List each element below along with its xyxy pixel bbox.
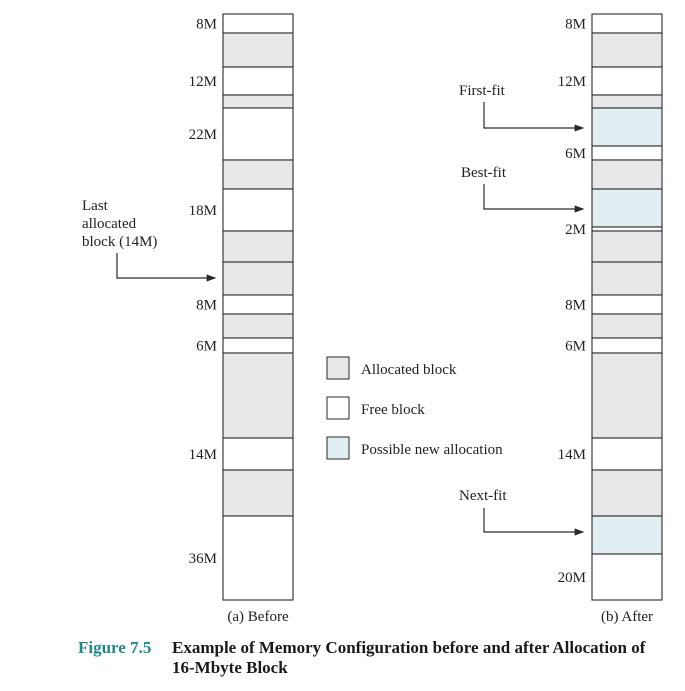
after-block-free bbox=[591, 13, 663, 34]
before-block-free bbox=[222, 188, 294, 232]
next-fit-label: Next-fit bbox=[459, 488, 507, 504]
after-block-allocated bbox=[591, 230, 663, 263]
after-block-size-label: 8M bbox=[565, 298, 586, 314]
before-block-allocated bbox=[222, 469, 294, 517]
after-block-free bbox=[591, 337, 663, 354]
after-block-possible bbox=[591, 188, 663, 228]
after-block-allocated bbox=[591, 159, 663, 190]
last-allocated-label-line1: Last bbox=[82, 198, 109, 214]
legend-label-possible: Possible new allocation bbox=[361, 442, 503, 458]
next-fit-annotation: Next-fit bbox=[459, 488, 585, 536]
before-block-free bbox=[222, 13, 294, 34]
before-block-allocated bbox=[222, 313, 294, 339]
before-column-label: (a) Before bbox=[227, 609, 289, 625]
legend-swatch-free bbox=[326, 396, 350, 420]
before-block-allocated bbox=[222, 159, 294, 190]
after-block-free bbox=[591, 437, 663, 471]
after-block-free bbox=[591, 553, 663, 601]
after-block-size-label: 14M bbox=[558, 447, 586, 463]
after-block-allocated bbox=[591, 352, 663, 439]
legend-label-free: Free block bbox=[361, 402, 425, 418]
best-fit-annotation: Best-fit bbox=[461, 165, 585, 213]
before-block-allocated bbox=[222, 94, 294, 109]
before-block-size-label: 36M bbox=[189, 551, 217, 567]
first-fit-arrow bbox=[483, 102, 585, 132]
after-block-size-label: 12M bbox=[558, 74, 586, 90]
after-block-size-label: 8M bbox=[565, 17, 586, 33]
before-block-size-label: 6M bbox=[196, 339, 217, 355]
last-allocated-label-line3: block (14M) bbox=[82, 234, 157, 250]
after-block-free bbox=[591, 226, 663, 232]
before-block-free bbox=[222, 337, 294, 354]
after-block-size-label: 20M bbox=[558, 570, 586, 586]
legend-label-allocated: Allocated block bbox=[361, 362, 457, 378]
first-fit-annotation: First-fit bbox=[459, 83, 585, 132]
last-allocated-annotation: Last allocated block (14M) bbox=[82, 198, 217, 282]
figure-number: Figure 7.5 bbox=[78, 638, 152, 657]
before-block-free bbox=[222, 66, 294, 96]
best-fit-label: Best-fit bbox=[461, 165, 507, 181]
after-block-possible bbox=[591, 515, 663, 555]
before-block-free bbox=[222, 515, 294, 601]
before-block-size-label: 12M bbox=[189, 74, 217, 90]
before-block-size-label: 14M bbox=[189, 447, 217, 463]
last-allocated-label-line2: allocated bbox=[82, 216, 137, 232]
after-block-free bbox=[591, 294, 663, 315]
before-block-size-label: 8M bbox=[196, 298, 217, 314]
before-block-allocated bbox=[222, 32, 294, 68]
after-block-allocated bbox=[591, 261, 663, 296]
before-block-size-label: 8M bbox=[196, 17, 217, 33]
next-fit-arrow bbox=[483, 508, 585, 536]
after-block-possible bbox=[591, 107, 663, 147]
before-memory-column: 8M 12M 22M 18M 8M 6M 14M 36M bbox=[189, 13, 294, 601]
legend-swatch-possible bbox=[326, 436, 350, 460]
after-memory-column: 8M 12M 6M 2M 8M 6M 14M 20M bbox=[558, 13, 663, 601]
before-block-allocated bbox=[222, 230, 294, 263]
before-block-size-label: 18M bbox=[189, 203, 217, 219]
legend: Allocated block Free block Possible new … bbox=[326, 356, 503, 460]
after-block-allocated bbox=[591, 313, 663, 339]
last-allocated-arrow bbox=[116, 253, 217, 282]
after-column-label: (b) After bbox=[601, 609, 653, 625]
after-block-size-label: 2M bbox=[565, 222, 586, 238]
after-block-allocated bbox=[591, 32, 663, 68]
first-fit-label: First-fit bbox=[459, 83, 506, 99]
after-block-free bbox=[591, 66, 663, 96]
legend-swatch-allocated bbox=[326, 356, 350, 380]
after-block-free bbox=[591, 145, 663, 161]
best-fit-arrow bbox=[483, 184, 585, 213]
before-block-free bbox=[222, 107, 294, 161]
after-block-size-label: 6M bbox=[565, 146, 586, 162]
before-block-allocated bbox=[222, 261, 294, 296]
before-block-allocated bbox=[222, 352, 294, 439]
after-block-allocated bbox=[591, 469, 663, 517]
after-block-size-label: 6M bbox=[565, 339, 586, 355]
after-block-allocated bbox=[591, 94, 663, 109]
before-block-free bbox=[222, 437, 294, 471]
before-block-free bbox=[222, 294, 294, 315]
memory-allocation-diagram: 8M 12M 22M 18M 8M 6M 14M 36M 8M 12M 6M 2M 8M 6M 14M 20… bbox=[82, 13, 663, 625]
before-block-size-label: 22M bbox=[189, 127, 217, 143]
figure-caption-text: Example of Memory Configuration before a… bbox=[172, 638, 646, 677]
